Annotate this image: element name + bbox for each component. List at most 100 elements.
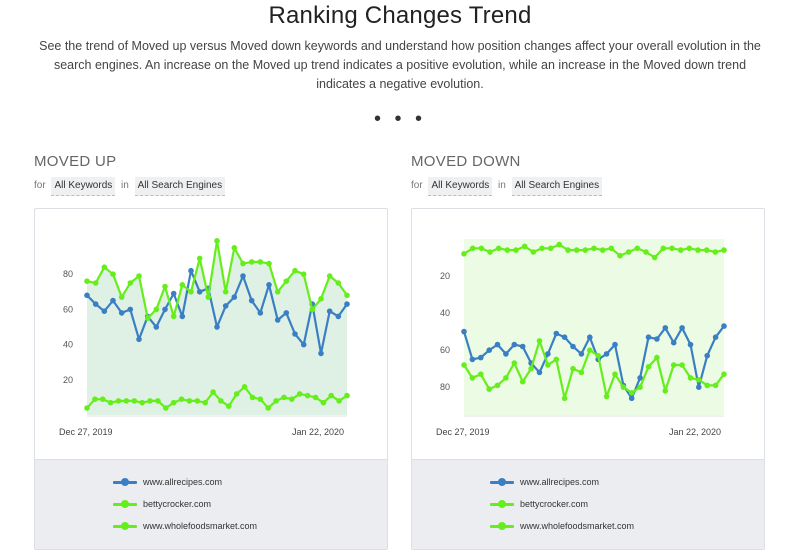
data-point[interactable] [257, 310, 264, 316]
data-point[interactable] [300, 271, 307, 277]
data-point[interactable] [565, 247, 571, 253]
data-point[interactable] [587, 347, 593, 353]
data-point[interactable] [344, 392, 350, 399]
data-point[interactable] [461, 362, 467, 368]
data-point[interactable] [296, 391, 303, 397]
data-point[interactable] [487, 249, 493, 255]
data-point[interactable] [335, 280, 342, 286]
data-point[interactable] [292, 331, 298, 337]
data-point[interactable] [539, 245, 545, 252]
data-point[interactable] [461, 328, 467, 335]
data-point[interactable] [721, 323, 727, 329]
data-point[interactable] [336, 398, 342, 404]
data-point[interactable] [300, 341, 307, 348]
data-point[interactable] [469, 375, 476, 381]
data-point[interactable] [578, 369, 585, 376]
data-point[interactable] [118, 310, 125, 316]
data-point[interactable] [677, 247, 684, 253]
data-point[interactable] [670, 362, 677, 368]
data-point[interactable] [205, 294, 212, 300]
data-point[interactable] [486, 347, 492, 353]
data-point[interactable] [178, 396, 185, 402]
data-point[interactable] [617, 252, 623, 259]
data-point[interactable] [587, 334, 593, 340]
data-point[interactable] [179, 313, 186, 320]
data-point[interactable] [127, 306, 134, 313]
data-point[interactable] [240, 260, 246, 267]
data-point[interactable] [573, 247, 580, 253]
data-point[interactable] [478, 371, 484, 377]
data-point[interactable] [92, 280, 99, 286]
data-point[interactable] [231, 294, 238, 300]
keywords-filter-chip[interactable]: All Keywords [51, 177, 116, 196]
data-point[interactable] [721, 247, 727, 253]
data-point[interactable] [679, 362, 685, 368]
data-point[interactable] [570, 365, 576, 372]
data-point[interactable] [210, 389, 216, 395]
data-point[interactable] [654, 336, 660, 342]
data-point[interactable] [84, 278, 90, 284]
data-point[interactable] [194, 398, 201, 404]
data-point[interactable] [139, 399, 145, 406]
data-point[interactable] [101, 264, 108, 270]
data-point[interactable] [273, 398, 279, 404]
data-point[interactable] [561, 395, 568, 402]
data-point[interactable] [511, 341, 518, 348]
data-point[interactable] [628, 395, 635, 402]
data-point[interactable] [283, 278, 290, 284]
data-point[interactable] [545, 351, 551, 357]
data-point[interactable] [651, 254, 658, 261]
data-point[interactable] [249, 394, 256, 401]
data-point[interactable] [214, 324, 220, 330]
data-point[interactable] [521, 243, 528, 250]
data-point[interactable] [266, 260, 272, 267]
data-point[interactable] [654, 354, 660, 361]
data-point[interactable] [530, 249, 537, 255]
data-point[interactable] [662, 388, 669, 394]
data-point[interactable] [162, 306, 168, 313]
data-point[interactable] [110, 297, 116, 304]
data-point[interactable] [318, 350, 324, 357]
data-point[interactable] [281, 394, 287, 401]
data-point[interactable] [620, 384, 627, 390]
data-point[interactable] [170, 399, 177, 406]
data-point[interactable] [240, 273, 246, 279]
data-point[interactable] [136, 336, 142, 343]
data-point[interactable] [136, 273, 142, 279]
data-point[interactable] [304, 392, 311, 399]
data-point[interactable] [115, 398, 122, 404]
data-point[interactable] [637, 375, 643, 381]
data-point[interactable] [131, 398, 138, 404]
data-point[interactable] [553, 356, 560, 363]
data-point[interactable] [662, 325, 669, 331]
data-point[interactable] [704, 352, 710, 359]
data-point[interactable] [645, 334, 652, 340]
data-point[interactable] [670, 339, 677, 346]
data-point[interactable] [704, 382, 710, 389]
data-point[interactable] [561, 334, 568, 340]
data-point[interactable] [320, 399, 327, 406]
data-point[interactable] [274, 289, 281, 295]
data-point[interactable] [153, 324, 160, 330]
data-point[interactable] [696, 384, 702, 390]
data-point[interactable] [712, 249, 719, 255]
data-point[interactable] [494, 382, 501, 389]
data-point[interactable] [712, 382, 719, 389]
data-point[interactable] [222, 289, 229, 295]
data-point[interactable] [634, 245, 641, 252]
data-point[interactable] [274, 317, 281, 323]
data-point[interactable] [582, 247, 589, 253]
data-point[interactable] [591, 245, 597, 252]
data-point[interactable] [309, 306, 316, 313]
data-point[interactable] [721, 371, 727, 377]
data-point[interactable] [528, 365, 534, 372]
data-point[interactable] [265, 405, 271, 411]
data-point[interactable] [144, 315, 151, 321]
data-point[interactable] [547, 245, 554, 252]
data-point[interactable] [326, 273, 333, 279]
data-point[interactable] [645, 364, 652, 370]
data-point[interactable] [292, 267, 298, 274]
data-point[interactable] [553, 330, 560, 337]
data-point[interactable] [248, 297, 255, 304]
data-point[interactable] [226, 403, 232, 409]
